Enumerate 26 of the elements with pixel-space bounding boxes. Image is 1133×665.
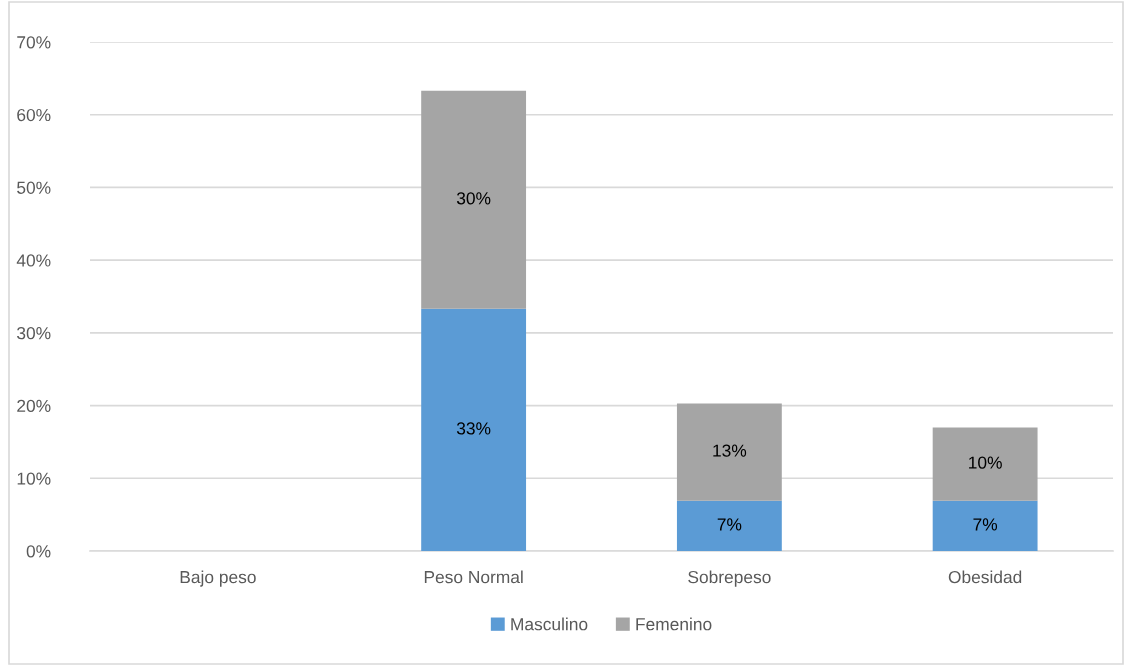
data-label: 7% — [717, 518, 742, 531]
x-tick-label: Sobrepeso — [688, 570, 771, 587]
y-tick-label: 20% — [17, 399, 51, 413]
y-tick-label: 30% — [17, 327, 51, 340]
y-tick-label: 0% — [26, 545, 51, 558]
x-tick-label: Bajo peso — [180, 570, 256, 587]
data-label: 7% — [973, 518, 998, 531]
y-tick-label: 60% — [17, 108, 51, 122]
bar — [421, 90, 527, 309]
data-label: 30% — [456, 192, 491, 205]
data-label: 10% — [969, 456, 1002, 469]
y-tick-label: 50% — [17, 181, 51, 194]
legend-label: Masculino — [511, 617, 588, 631]
legend-label: Femenino — [636, 617, 712, 631]
y-tick-label: 70% — [17, 36, 51, 49]
bar — [932, 427, 1038, 501]
bar — [421, 308, 527, 551]
data-label: 13% — [713, 444, 747, 457]
y-tick-label: 10% — [17, 472, 51, 485]
bar — [932, 500, 1038, 551]
x-tick-label: Obesidad — [948, 570, 1022, 584]
bar — [676, 500, 782, 551]
x-tick-label: Peso Normal — [424, 570, 523, 584]
data-label: 33% — [456, 422, 491, 435]
y-tick-label: 40% — [16, 254, 51, 267]
bar — [676, 403, 782, 501]
